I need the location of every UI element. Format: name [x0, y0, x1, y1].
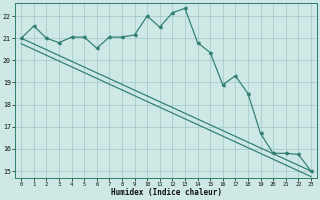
- X-axis label: Humidex (Indice chaleur): Humidex (Indice chaleur): [111, 188, 221, 197]
